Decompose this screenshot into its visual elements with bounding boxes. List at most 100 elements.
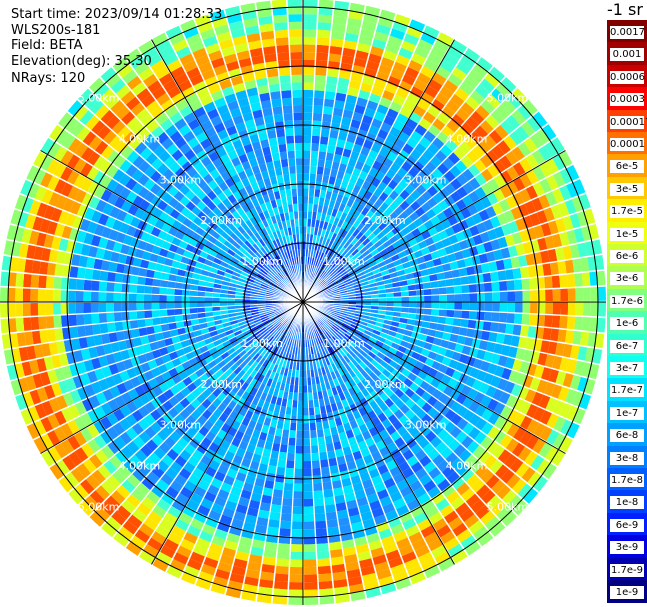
data-cell [68, 314, 77, 327]
data-cell [463, 75, 479, 90]
data-cell [73, 105, 89, 121]
data-cell [356, 42, 371, 53]
data-cell [340, 238, 348, 247]
data-cell [344, 280, 353, 286]
data-cell [461, 284, 470, 294]
data-cell [340, 229, 349, 239]
data-cell [350, 474, 362, 485]
data-cell [116, 209, 128, 222]
data-cell [309, 422, 317, 431]
data-cell [440, 446, 453, 460]
data-cell [168, 32, 185, 46]
data-cell [156, 460, 170, 473]
data-cell [131, 409, 144, 423]
data-cell [496, 212, 508, 226]
data-cell [447, 73, 463, 87]
ray-separator [99, 76, 304, 303]
data-cell [275, 474, 285, 483]
ray-separator [14, 301, 304, 397]
data-cell [489, 459, 504, 474]
data-cell [68, 278, 77, 291]
data-cell [344, 32, 359, 43]
data-cell [317, 204, 324, 214]
ray-separator [302, 301, 587, 412]
data-cell [338, 516, 351, 527]
data-cell [316, 429, 325, 438]
data-cell [264, 479, 275, 490]
data-cell [314, 75, 326, 84]
data-cell [449, 93, 465, 108]
data-cell [411, 331, 421, 339]
data-cell [333, 225, 341, 235]
data-cell [363, 329, 373, 337]
data-cell [266, 68, 279, 78]
data-cell [279, 75, 291, 84]
data-cell [218, 78, 232, 90]
data-cell [464, 513, 480, 529]
data-cell [212, 292, 221, 298]
data-cell [334, 369, 341, 378]
data-cell [122, 131, 137, 145]
data-cell [160, 272, 170, 281]
data-cell [450, 39, 468, 54]
azimuth-line [40, 301, 304, 454]
data-cell [246, 347, 255, 356]
data-cell [232, 82, 246, 94]
data-cell [347, 234, 356, 243]
data-cell [359, 349, 368, 358]
azimuth-line [302, 301, 455, 565]
data-cell [398, 210, 409, 221]
data-cell [475, 273, 484, 284]
data-cell [447, 252, 457, 263]
data-cell [199, 345, 209, 354]
data-cell [280, 158, 289, 168]
data-cell [282, 390, 289, 400]
data-cell [106, 312, 115, 323]
data-cell [232, 394, 242, 404]
data-cell [475, 504, 491, 520]
data-cell [226, 264, 236, 272]
data-cell [278, 451, 288, 461]
data-cell [199, 530, 214, 543]
data-cell [276, 466, 286, 476]
data-cell [330, 362, 338, 372]
data-cell [326, 388, 334, 398]
data-cell [229, 278, 239, 285]
data-cell [278, 358, 285, 367]
data-cell [284, 259, 290, 268]
data-cell [309, 339, 313, 347]
data-cell [211, 351, 221, 360]
data-cell [341, 324, 349, 331]
data-cell [379, 392, 390, 402]
data-cell [374, 481, 387, 493]
data-cell [156, 131, 169, 145]
data-cell [346, 352, 354, 361]
data-cell [352, 384, 361, 394]
data-cell [391, 316, 401, 323]
data-cell [401, 353, 411, 363]
data-cell [378, 372, 388, 383]
data-cell [384, 196, 394, 206]
data-cell [451, 351, 462, 362]
ray-separator [19, 301, 304, 412]
data-cell [261, 424, 270, 434]
data-cell [138, 550, 156, 565]
range-label: 3.00km [160, 419, 202, 432]
data-cell [392, 311, 401, 318]
data-cell [283, 112, 293, 122]
data-cell [263, 53, 277, 63]
data-cell [512, 324, 522, 336]
data-cell [272, 278, 280, 285]
data-cell [238, 496, 251, 507]
data-cell [231, 200, 241, 211]
data-cell [204, 292, 213, 298]
data-cell [444, 244, 455, 255]
data-cell [400, 312, 409, 319]
ray-separator [99, 301, 304, 528]
data-cell [217, 360, 227, 369]
data-cell [48, 398, 61, 413]
data-cell [190, 184, 202, 195]
data-cell [336, 281, 345, 287]
data-cell [503, 209, 515, 223]
data-cell [372, 554, 388, 566]
